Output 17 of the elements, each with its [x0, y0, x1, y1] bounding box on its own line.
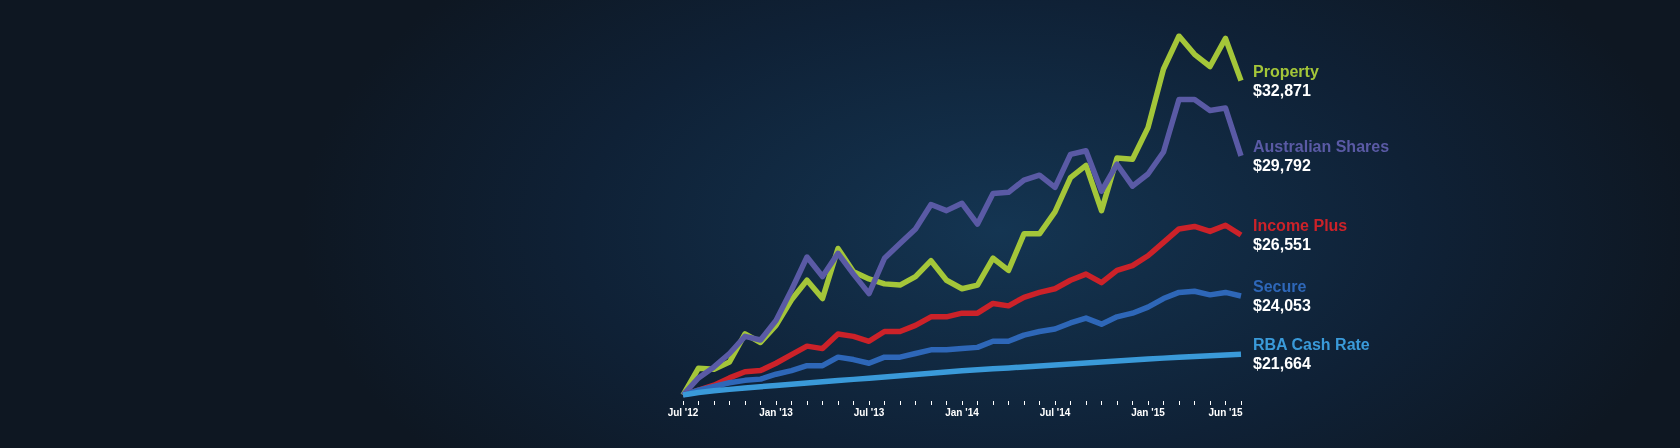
series-label: Property [1253, 62, 1319, 80]
series-label: Australian Shares [1253, 137, 1390, 155]
x-tick-label: Jul '14 [1039, 406, 1071, 418]
x-tick-label: Jul '12 [667, 406, 699, 418]
series-label: Income Plus [1253, 217, 1348, 235]
data-label: $29,792 [1253, 156, 1311, 174]
x-tick-label: Jan '13 [759, 406, 794, 418]
data-label: $24,053 [1253, 297, 1311, 315]
data-label: $32,871 [1253, 81, 1311, 99]
x-tick-label: Jan '15 [1131, 406, 1166, 418]
data-label: $21,664 [1253, 355, 1311, 373]
x-tick-label: Jun '15 [1208, 406, 1243, 418]
x-tick-label: Jan '14 [945, 406, 980, 418]
series-label: Secure [1253, 278, 1307, 296]
x-tick-label: Jul '13 [853, 406, 885, 418]
series-label: RBA Cash Rate [1253, 336, 1370, 354]
data-label: $26,551 [1253, 236, 1311, 254]
